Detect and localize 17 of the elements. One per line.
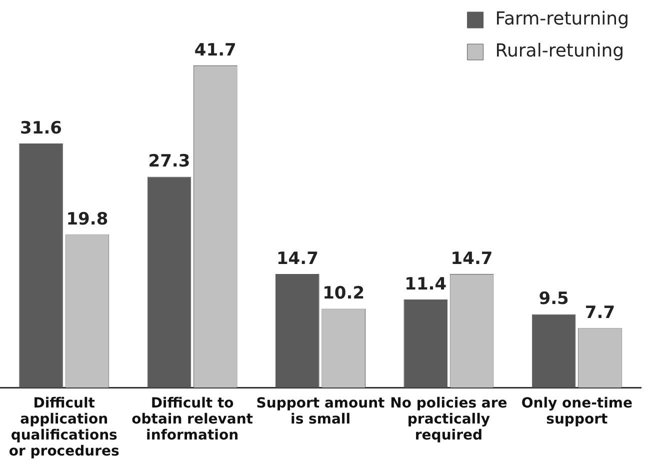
x-tick-label: Only one-time support: [521, 395, 632, 428]
x-tick-label: Support amount is small: [256, 395, 386, 428]
data-label: 27.3: [148, 152, 190, 172]
data-label: 41.7: [194, 40, 236, 60]
data-label: 10.2: [322, 284, 365, 304]
data-label: 11.4: [404, 274, 447, 294]
legend-label: Rural-retuning: [495, 40, 624, 62]
x-tick-label: Difficult application qualifications or procedures: [8, 395, 120, 460]
data-label: 19.8: [66, 210, 108, 230]
legend-label: Farm-returning: [495, 8, 629, 30]
data-label: 14.7: [450, 248, 493, 269]
data-label: 7.7: [584, 303, 616, 324]
data-label: 31.6: [20, 118, 62, 138]
data-label: 9.5: [538, 289, 569, 310]
x-tick-label: No policies are practically required: [390, 395, 508, 444]
x-tick-label: Difficult to obtain relevant information: [132, 395, 254, 444]
data-label: 14.7: [276, 248, 318, 269]
